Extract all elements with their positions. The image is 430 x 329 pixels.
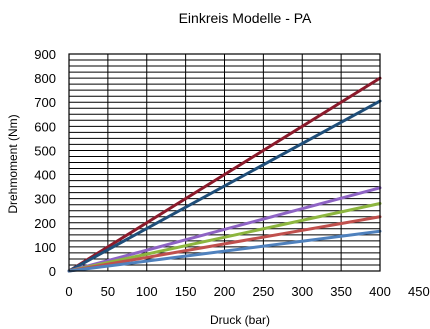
series-line-2	[67, 99, 382, 273]
y-tick-labels: 0 100 200 300 400 500 600 700 800 900	[34, 47, 56, 279]
x-tick-label: 100	[136, 284, 158, 299]
y-tick-label: 900	[34, 47, 56, 62]
y-tick-label: 600	[34, 119, 56, 134]
x-tick-label: 50	[101, 284, 115, 299]
y-axis-label: Drehmoment (Nm)	[6, 114, 20, 213]
series-line-6	[67, 229, 382, 273]
x-tick-label: 150	[175, 284, 197, 299]
y-tick-label: 100	[34, 240, 56, 255]
y-tick-label: 300	[34, 192, 56, 207]
x-tick-label: 200	[214, 284, 236, 299]
series-line-5	[67, 215, 382, 273]
y-tick-label: 200	[34, 216, 56, 231]
plot-frame	[68, 53, 381, 272]
series-line-1	[67, 76, 382, 273]
x-tick-label: 300	[291, 284, 313, 299]
series-line-3	[67, 186, 382, 273]
y-tick-label: 800	[34, 71, 56, 86]
y-tick-label: 700	[34, 95, 56, 110]
chart-title: Einkreis Modelle - PA	[179, 10, 312, 26]
x-axis-label: Druck (bar)	[210, 313, 270, 327]
series-lines	[67, 76, 382, 273]
y-tick-label: 0	[49, 264, 56, 279]
x-tick-labels: 0 50 100 150 200 250 300 350 400 450	[65, 284, 429, 299]
series-line-4	[67, 201, 382, 273]
x-tick-label: 0	[65, 284, 72, 299]
x-tick-label: 350	[330, 284, 352, 299]
y-tick-label: 500	[34, 143, 56, 158]
x-tick-label: 400	[369, 284, 391, 299]
x-tick-label: 450	[408, 284, 430, 299]
x-tick-label: 250	[253, 284, 275, 299]
y-tick-label: 400	[34, 168, 56, 183]
